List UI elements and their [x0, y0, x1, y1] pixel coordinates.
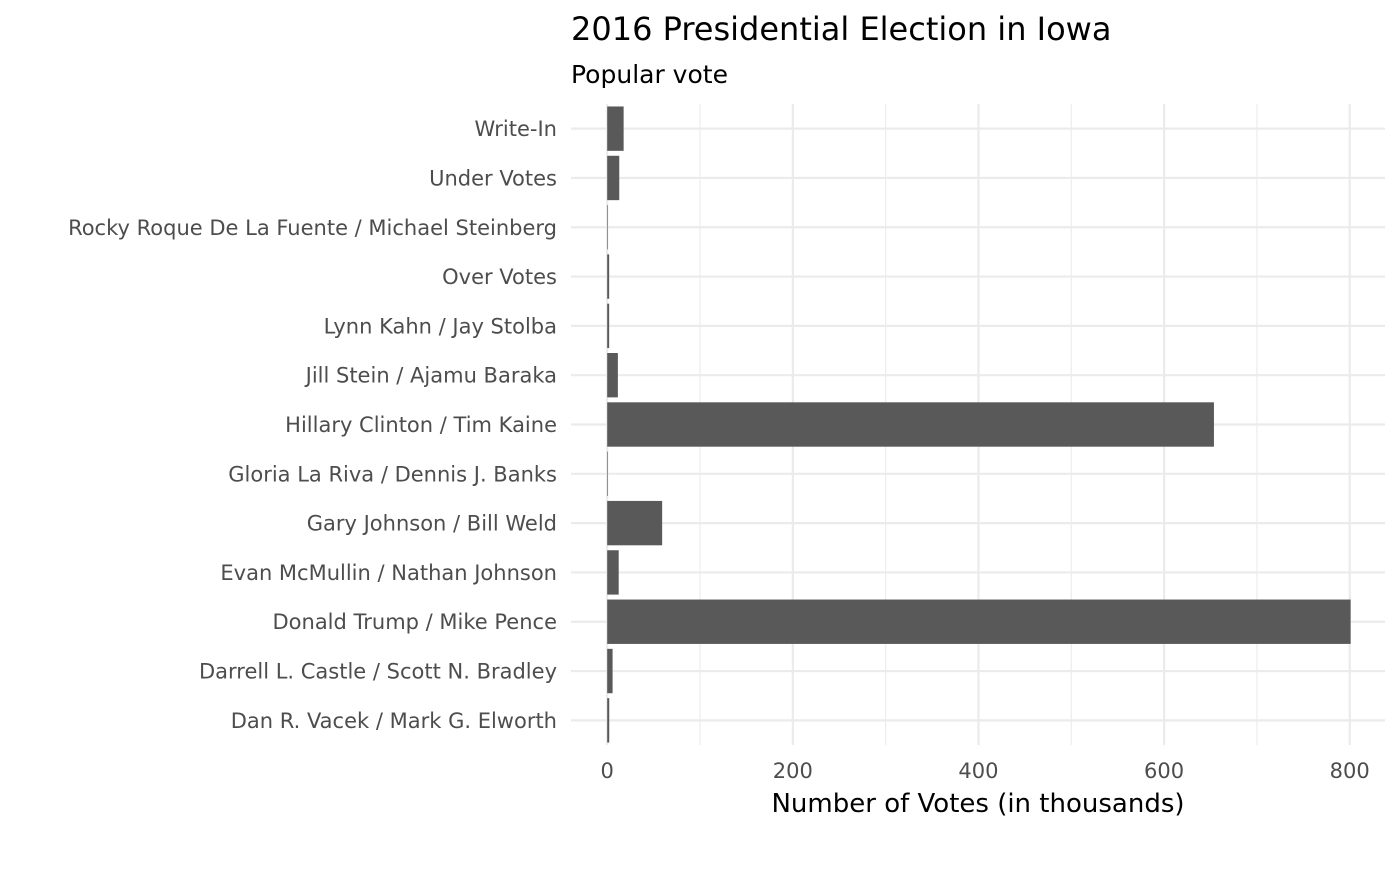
category-label: Evan McMullin / Nathan Johnson [220, 561, 557, 585]
category-label: Write-In [474, 117, 557, 141]
bar [607, 155, 620, 201]
category-label: Jill Stein / Ajamu Baraka [304, 364, 557, 388]
chart-title: 2016 Presidential Election in Iowa [571, 10, 1111, 48]
x-tick-labels: 0 200 400 600 800 [601, 759, 1370, 783]
bar [607, 205, 608, 250]
bar [607, 402, 1214, 447]
x-axis-title: Number of Votes (in thousands) [771, 789, 1184, 819]
category-label: Gary Johnson / Bill Weld [307, 512, 557, 536]
category-label: Hillary Clinton / Tim Kaine [285, 413, 557, 437]
bar [607, 303, 610, 349]
category-label: Donald Trump / Mike Pence [272, 610, 557, 634]
bar [607, 698, 610, 743]
category-label: Gloria La Riva / Dennis J. Banks [228, 462, 557, 486]
bar [607, 451, 608, 496]
category-labels: Dan R. Vacek / Mark G. Elworth Darrell L.… [68, 117, 557, 733]
chart-subtitle: Popular vote [571, 60, 728, 89]
bar [607, 353, 618, 398]
x-tick-label: 800 [1330, 759, 1370, 783]
bar [607, 500, 663, 546]
category-label: Dan R. Vacek / Mark G. Elworth [231, 709, 557, 733]
bars [607, 106, 1351, 743]
category-label: Over Votes [442, 265, 557, 289]
category-label: Lynn Kahn / Jay Stolba [324, 314, 557, 338]
bar [607, 254, 610, 299]
bar [607, 648, 613, 694]
category-label: Under Votes [429, 166, 557, 190]
category-label: Rocky Roque De La Fuente / Michael Stein… [68, 216, 557, 240]
x-tick-label: 400 [958, 759, 998, 783]
x-tick-label: 600 [1144, 759, 1184, 783]
bar [607, 599, 1351, 644]
bar [607, 550, 619, 595]
x-tick-label: 0 [601, 759, 614, 783]
x-tick-label: 200 [773, 759, 813, 783]
bar [607, 106, 624, 151]
category-label: Darrell L. Castle / Scott N. Bradley [199, 660, 557, 684]
